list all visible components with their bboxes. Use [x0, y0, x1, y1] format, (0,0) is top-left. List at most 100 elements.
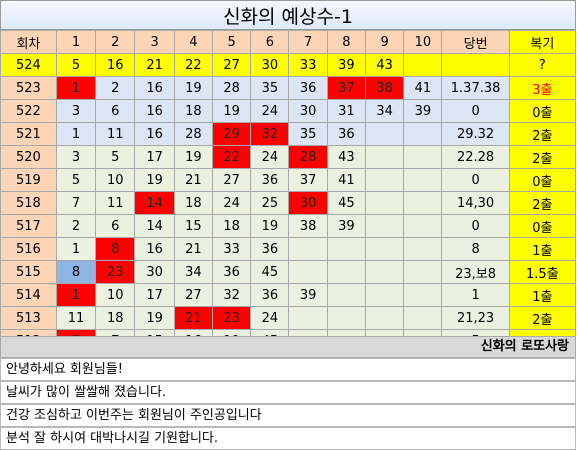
number-cell: [403, 214, 443, 238]
round-row: 524 5 16 21 22 27 30 33 39 43?: [0, 53, 577, 77]
number-cell: 16: [95, 53, 136, 77]
result-cell: 0출: [508, 214, 577, 238]
number-cell: 24: [250, 306, 290, 330]
number-cell: [403, 122, 443, 146]
result-cell: 1.5출: [508, 260, 577, 284]
round-row: 515 8 23 30 34 36 45 23,보8 1.5출: [0, 260, 577, 284]
round-row: 520 3 5 17 19 22 24 28 43 22.28 2출: [0, 145, 577, 169]
number-cell: 19: [134, 168, 175, 192]
result-cell: 1출: [508, 283, 577, 307]
number-cell: 32: [250, 122, 290, 146]
number-cell: 21: [134, 53, 175, 77]
winning-numbers-cell: 1: [441, 283, 510, 307]
header-cell: 6: [250, 30, 290, 54]
number-cell: 25: [250, 191, 290, 215]
number-cell: 45: [326, 191, 366, 215]
number-cell: 16: [134, 99, 175, 123]
number-cell: 37: [326, 76, 366, 100]
number-cell: 16: [134, 122, 175, 146]
round-row: 518 7 11 14 18 24 25 30 45 14,30 2출: [0, 191, 577, 215]
round-number: 518: [0, 191, 57, 215]
round-number: 514: [0, 283, 57, 307]
prediction-table: 회차 1 2 3 4 5 6 7 8 9 10 당번 복기 524 5 16 21 22 27 30 33 39 43? 52…: [0, 30, 577, 353]
number-cell: 15: [173, 214, 213, 238]
number-cell: 6: [95, 99, 136, 123]
number-cell: 34: [173, 260, 213, 284]
round-number: 522: [0, 99, 57, 123]
winning-numbers-cell: 0: [441, 214, 510, 238]
number-cell: 6: [95, 214, 136, 238]
sheet-title: 신화의 예상수-1: [0, 0, 576, 30]
header-cell: 3: [134, 30, 175, 54]
round-row: 519 5 10 19 21 27 36 37 41 0 0출: [0, 168, 577, 192]
number-cell: 30: [288, 99, 328, 123]
round-number: 515: [0, 260, 57, 284]
number-cell: [403, 191, 443, 215]
winning-numbers-cell: 0: [441, 168, 510, 192]
number-cell: 36: [250, 237, 290, 261]
number-cell: 5: [55, 168, 97, 192]
number-cell: [288, 306, 328, 330]
header-cell: 1: [55, 30, 97, 54]
number-cell: 19: [134, 306, 175, 330]
result-cell: 0출: [508, 99, 577, 123]
number-cell: 34: [364, 99, 405, 123]
number-cell: [364, 122, 405, 146]
number-cell: 27: [211, 53, 252, 77]
winning-numbers-cell: [441, 53, 510, 77]
number-cell: 14: [134, 191, 175, 215]
number-cell: 18: [173, 191, 213, 215]
number-cell: [403, 306, 443, 330]
winning-numbers-cell: 8: [441, 237, 510, 261]
number-cell: [403, 53, 443, 77]
number-cell: 7: [55, 191, 97, 215]
number-cell: 10: [95, 283, 136, 307]
number-cell: 43: [326, 145, 366, 169]
number-cell: [403, 145, 443, 169]
round-number: 520: [0, 145, 57, 169]
header-cell: 8: [326, 30, 366, 54]
number-cell: 19: [211, 99, 252, 123]
number-cell: [364, 168, 405, 192]
number-cell: 21: [173, 168, 213, 192]
number-cell: 21: [173, 237, 213, 261]
number-cell: 35: [250, 76, 290, 100]
sheet-footer: 신화의 로또사랑: [0, 336, 576, 358]
number-cell: 28: [173, 122, 213, 146]
number-cell: 19: [173, 76, 213, 100]
number-cell: 2: [55, 214, 97, 238]
result-cell: 0출: [508, 168, 577, 192]
number-cell: 31: [326, 99, 366, 123]
number-cell: [326, 260, 366, 284]
header-cell: 9: [364, 30, 405, 54]
winning-numbers-cell: 29.32: [441, 122, 510, 146]
number-cell: 18: [173, 99, 213, 123]
number-cell: 23: [211, 306, 252, 330]
number-cell: 39: [326, 53, 366, 77]
number-cell: 32: [211, 283, 252, 307]
number-cell: [364, 260, 405, 284]
number-cell: [326, 237, 366, 261]
number-cell: 3: [55, 145, 97, 169]
number-cell: [288, 260, 328, 284]
result-cell: 1출: [508, 237, 577, 261]
number-cell: 2: [95, 76, 136, 100]
round-row: 514 1 10 17 27 32 36 39 1 1출: [0, 283, 577, 307]
header-cell: 회차: [0, 30, 57, 54]
number-cell: [364, 237, 405, 261]
number-cell: 39: [403, 99, 443, 123]
number-cell: 22: [211, 145, 252, 169]
number-cell: 30: [134, 260, 175, 284]
result-cell: 2출: [508, 306, 577, 330]
number-cell: 18: [95, 306, 136, 330]
round-row: 521 1 11 16 28 29 32 35 36 29.32 2출: [0, 122, 577, 146]
header-cell: 10: [403, 30, 443, 54]
message-line: 건강 조심하고 이번주는 회원님이 주인공입니다: [0, 404, 576, 427]
number-cell: 16: [134, 76, 175, 100]
number-cell: 1: [55, 237, 97, 261]
message-line: 분석 잘 하시여 대박나시길 기원합니다.: [0, 427, 576, 450]
number-cell: 27: [173, 283, 213, 307]
number-cell: [326, 306, 366, 330]
message-line: 안녕하세요 회원님들!: [0, 358, 576, 381]
